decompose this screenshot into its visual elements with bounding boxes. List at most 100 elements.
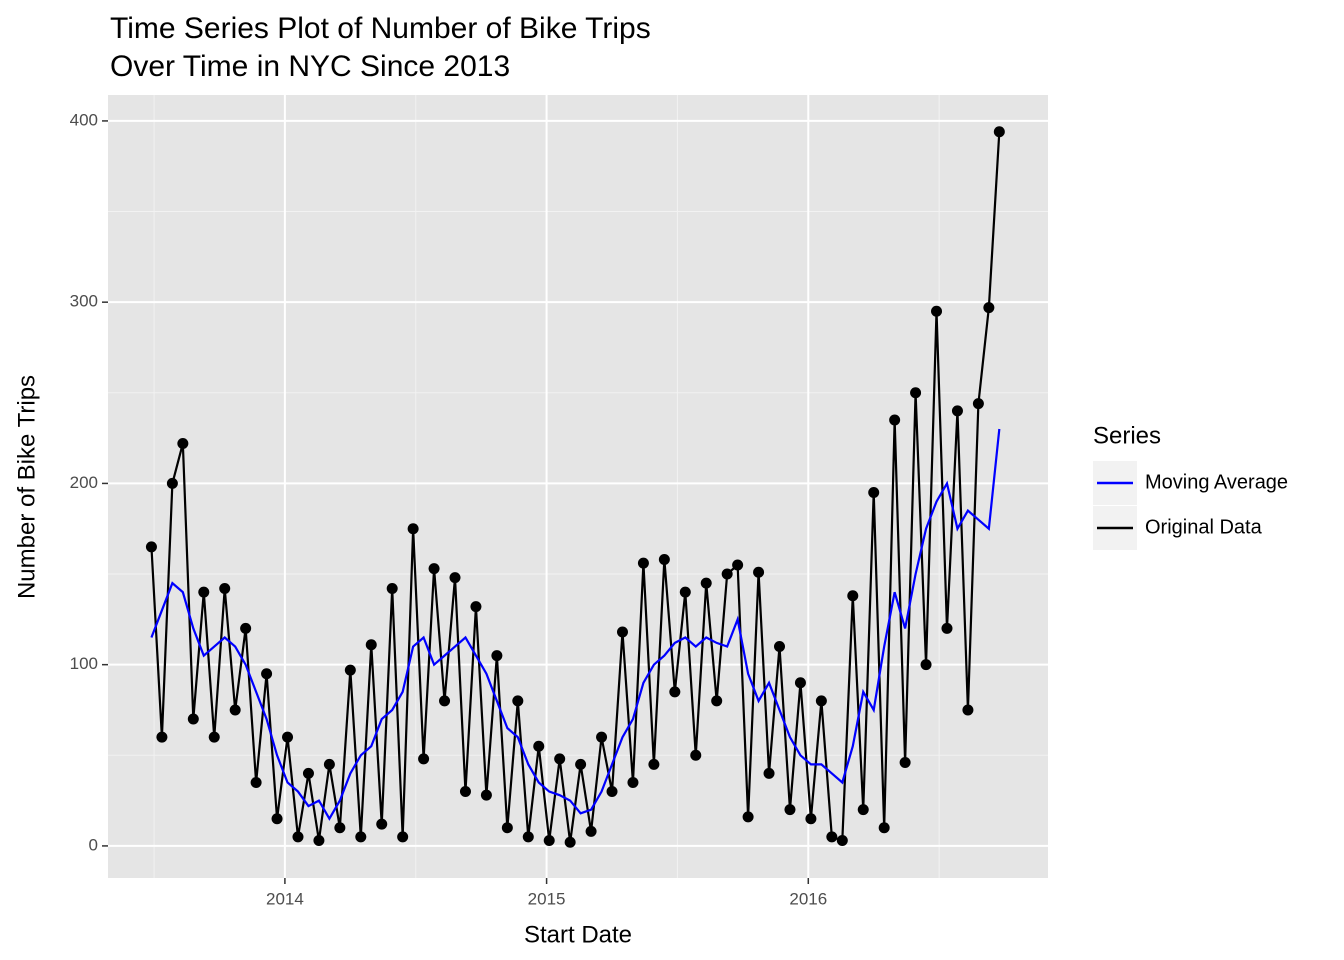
data-point	[323, 758, 335, 770]
data-point	[355, 831, 367, 843]
data-point	[983, 302, 995, 314]
data-point	[679, 586, 691, 598]
data-point	[397, 831, 409, 843]
data-point	[920, 659, 932, 671]
data-point	[522, 831, 534, 843]
data-point	[794, 677, 806, 689]
y-tick-label: 0	[89, 835, 98, 854]
data-point	[606, 786, 618, 798]
data-point	[993, 126, 1005, 138]
data-point	[931, 305, 943, 317]
data-point	[669, 686, 681, 698]
data-point	[857, 804, 869, 816]
data-point	[784, 804, 796, 816]
data-point	[951, 405, 963, 417]
data-point	[805, 813, 817, 825]
y-tick-label: 400	[70, 110, 98, 129]
data-point	[637, 557, 649, 569]
data-point	[941, 622, 953, 634]
data-point	[470, 601, 482, 613]
chart-title: Over Time in NYC Since 2013	[110, 50, 510, 83]
data-point	[700, 577, 712, 589]
data-point	[282, 731, 294, 743]
y-tick-label: 300	[70, 292, 98, 311]
series-line	[150, 428, 1001, 821]
data-point	[250, 776, 262, 788]
data-point	[156, 731, 168, 743]
data-point	[418, 753, 430, 765]
data-point	[365, 639, 377, 651]
data-point	[753, 566, 765, 578]
data-point	[616, 626, 628, 638]
data-point	[261, 668, 273, 680]
data-point	[459, 786, 471, 798]
x-tick-label: 2015	[528, 889, 566, 908]
data-point	[910, 387, 922, 399]
data-point	[480, 789, 492, 801]
data-point	[208, 731, 220, 743]
data-point	[962, 704, 974, 716]
data-point	[763, 767, 775, 779]
data-point	[376, 818, 388, 830]
data-point	[166, 477, 178, 489]
data-point	[512, 695, 524, 707]
x-tick-label: 2014	[266, 889, 304, 908]
data-point	[868, 486, 880, 498]
data-point	[187, 713, 199, 725]
data-point	[439, 695, 451, 707]
data-point	[145, 541, 157, 553]
x-tick-label: 2016	[789, 889, 827, 908]
data-point	[198, 586, 210, 598]
data-point	[428, 563, 440, 575]
data-point	[972, 398, 984, 410]
data-point	[501, 822, 513, 834]
data-point	[826, 831, 838, 843]
data-point	[732, 559, 744, 571]
data-point	[575, 758, 587, 770]
data-point	[177, 438, 189, 450]
data-point	[302, 767, 314, 779]
data-point	[449, 572, 461, 584]
data-point	[774, 641, 786, 653]
data-point	[334, 822, 346, 834]
x-axis-title: Start Date	[524, 921, 632, 948]
data-point	[847, 590, 859, 602]
legend-label: Moving Average	[1145, 471, 1288, 493]
data-point	[878, 822, 890, 834]
data-point	[648, 758, 660, 770]
legend-label: Original Data	[1145, 516, 1263, 538]
panel	[108, 95, 1048, 878]
legend-title: Series	[1093, 422, 1161, 449]
y-axis-title: Number of Bike Trips	[13, 375, 40, 599]
data-point	[229, 704, 241, 716]
data-point	[386, 583, 398, 595]
data-point	[543, 834, 555, 846]
data-point	[240, 622, 252, 634]
data-point	[899, 757, 911, 769]
y-tick-label: 200	[70, 473, 98, 492]
data-point	[554, 753, 566, 765]
data-point	[219, 583, 231, 595]
chart-title: Time Series Plot of Number of Bike Trips	[110, 12, 651, 45]
data-point	[407, 523, 419, 535]
data-point	[564, 836, 576, 848]
data-point	[491, 650, 503, 662]
data-point	[344, 664, 356, 676]
data-point	[313, 834, 325, 846]
data-point	[690, 749, 702, 761]
data-point	[815, 695, 827, 707]
data-point	[596, 731, 608, 743]
data-point	[721, 568, 733, 580]
data-point	[889, 414, 901, 426]
data-point	[836, 834, 848, 846]
data-point	[292, 831, 304, 843]
data-point	[271, 813, 283, 825]
data-point	[627, 776, 639, 788]
y-tick-label: 100	[70, 654, 98, 673]
data-point	[585, 825, 597, 837]
data-point	[742, 811, 754, 823]
data-point	[658, 554, 670, 566]
data-point	[533, 740, 545, 752]
data-point	[711, 695, 723, 707]
